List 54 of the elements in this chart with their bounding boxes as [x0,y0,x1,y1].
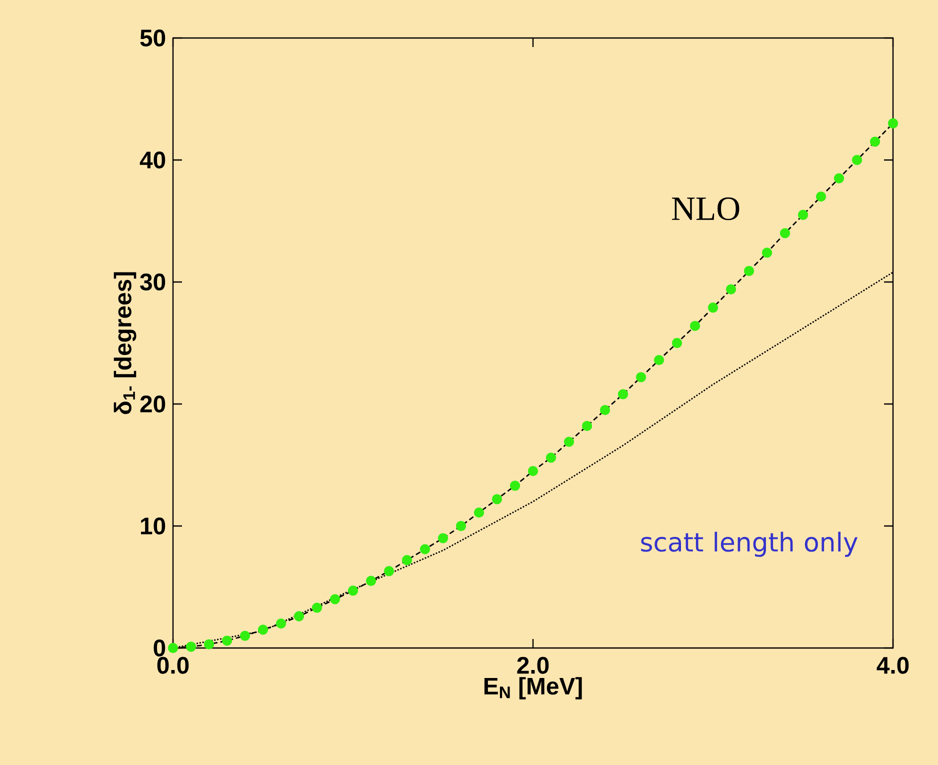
point [618,389,628,400]
y-axis-title: δ$_{1-}$ [degrees] [114,272,136,414]
x-tick-label: 0.0 [157,656,189,674]
point [708,302,718,313]
point [420,544,430,554]
point [888,118,898,128]
x-axis-title: E$_{N}$ [MeV] [484,677,582,700]
point [222,636,232,646]
point [294,611,304,622]
point [330,594,340,604]
point [690,320,700,331]
point [852,154,862,166]
point [546,452,556,463]
point [186,642,196,652]
point [168,642,178,654]
point [276,618,286,629]
point [258,624,268,635]
y-tick-label: 0 [154,640,166,656]
point [366,576,376,586]
y-tick-label: 50 [140,30,166,46]
point [582,420,592,432]
y-tick-label: 10 [141,518,166,534]
y-tick-label: 40 [140,152,166,168]
point [528,466,538,476]
point [780,228,790,238]
point [636,372,646,382]
point [726,284,736,294]
point [870,136,880,147]
point [240,630,250,641]
point [816,192,826,202]
point [348,586,358,596]
point [564,436,574,447]
y-tick-label: 20 [140,396,166,412]
annotation: scatt length only [641,532,858,557]
point [384,566,394,576]
point [654,354,664,366]
point [744,266,754,276]
point [438,533,448,544]
point [474,507,484,518]
point [798,210,808,220]
point [762,248,772,258]
point [492,494,502,504]
x-tick-label: 4.0 [876,656,909,674]
point [672,338,682,348]
y-tick-label: 30 [140,274,166,290]
point [312,602,322,613]
x-tick-label: 2.0 [517,656,549,674]
point [600,405,610,416]
point [510,480,520,491]
point [456,520,466,532]
annotation: NLO [672,197,740,220]
point [204,639,214,650]
point [834,173,844,184]
point [402,555,412,566]
